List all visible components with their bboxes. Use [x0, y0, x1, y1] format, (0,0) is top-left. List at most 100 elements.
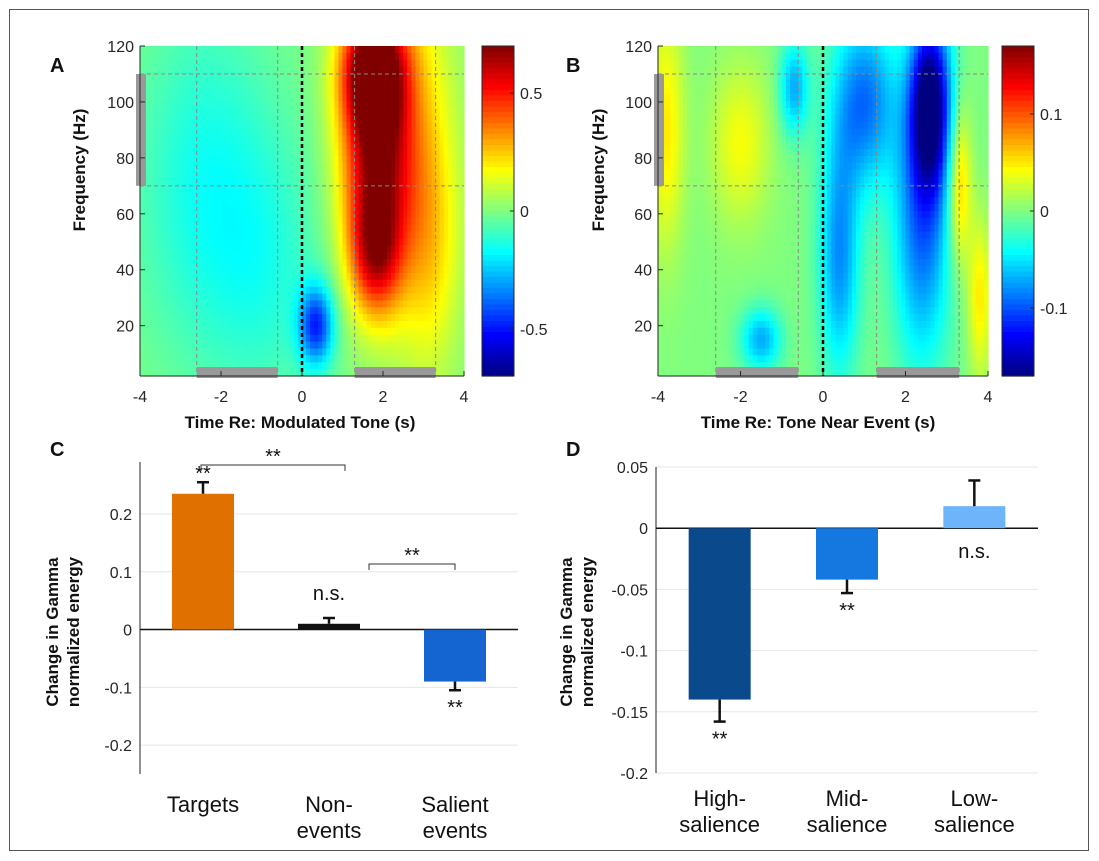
heatmap-a-cell	[196, 135, 202, 143]
heatmap-b-cell	[740, 66, 746, 75]
heatmap-a-cell	[415, 245, 421, 253]
heatmap-a-cell	[459, 217, 465, 226]
heatmap-a-cell	[419, 176, 425, 185]
heatmap-a-cell	[196, 80, 202, 88]
heatmap-a-cell	[140, 46, 145, 54]
heatmap-a-cell	[387, 162, 392, 171]
heatmap-b-cell	[662, 252, 667, 260]
heatmap-a-cell	[314, 252, 319, 260]
heatmap-a-cell	[273, 217, 279, 226]
heatmap-b-cell	[703, 121, 709, 130]
heatmap-a-cell	[261, 259, 267, 267]
heatmap-a-cell	[415, 334, 421, 343]
heatmap-a-cell	[297, 59, 303, 68]
heatmap-a-cell	[403, 252, 408, 260]
heatmap-a-cell	[451, 176, 457, 185]
heatmap-b-cell	[678, 52, 684, 61]
heatmap-b-cell	[732, 80, 737, 88]
heatmap-a-cell	[196, 162, 202, 171]
heatmap-a-cell	[281, 183, 287, 191]
heatmap-a-cell	[310, 355, 315, 363]
heatmap-a-cell	[383, 87, 388, 95]
heatmap-b-cell	[686, 169, 692, 178]
heatmap-a-cell	[144, 183, 149, 191]
heatmap-a-cell	[302, 279, 307, 288]
heatmap-a-cell	[176, 183, 182, 191]
heatmap-b-cell	[744, 266, 750, 274]
heatmap-a-cell	[289, 176, 295, 185]
heatmap-b-cell	[715, 52, 721, 61]
heatmap-a-cell	[443, 266, 449, 274]
heatmap-b-cell	[732, 169, 737, 178]
heatmap-b-cell	[662, 156, 667, 164]
heatmap-a-cell	[225, 238, 230, 246]
heatmap-a-cell	[152, 169, 157, 178]
heatmap-a-cell	[176, 307, 182, 315]
heatmap-a-cell	[293, 224, 299, 233]
heatmap-a-cell	[354, 59, 360, 68]
heatmap-a-cell	[415, 52, 421, 61]
heatmap-a-cell	[164, 252, 169, 260]
heatmap-a-cell	[314, 327, 319, 336]
heatmap-a-cell	[148, 334, 153, 343]
heatmap-a-cell	[395, 272, 400, 281]
heatmap-a-cell	[459, 121, 465, 130]
heatmap-a-cell	[455, 217, 461, 226]
heatmap-a-cell	[447, 334, 453, 343]
heatmap-a-cell	[241, 169, 246, 178]
heatmap-a-cell	[387, 327, 392, 336]
heatmap-a-cell	[395, 114, 400, 123]
heatmap-b-cell	[674, 204, 680, 212]
heatmap-a-cell	[302, 321, 307, 329]
heatmap-a-cell	[273, 135, 279, 143]
heatmap-a-cell	[362, 224, 368, 233]
heatmap-a-cell	[370, 197, 376, 205]
heatmap-a-cell	[407, 362, 412, 370]
heatmap-a-cell	[326, 327, 331, 336]
heatmap-a-cell	[204, 121, 210, 130]
heatmap-a-cell	[358, 238, 364, 246]
heatmap-b-cell	[724, 307, 729, 315]
heatmap-b-cell	[666, 293, 671, 301]
heatmap-a-cell	[196, 355, 202, 363]
heatmap-a-cell	[403, 272, 408, 281]
heatmap-a-cell	[366, 169, 372, 178]
heatmap-a-cell	[435, 197, 441, 205]
heatmap-b-cell	[678, 176, 684, 185]
heatmap-a-cell	[188, 121, 194, 130]
heatmap-a-cell	[322, 156, 327, 164]
heatmap-a-cell	[403, 94, 408, 102]
heatmap-a-cell	[370, 348, 376, 356]
heatmap-b-cell	[674, 149, 680, 157]
heatmap-a-cell	[306, 355, 311, 363]
heatmap-a-cell	[419, 286, 425, 295]
heatmap-a-cell	[297, 334, 303, 343]
heatmap-a-cell	[249, 279, 254, 288]
heatmap-a-cell	[443, 362, 449, 370]
heatmap-a-cell	[411, 293, 416, 301]
heatmap-a-cell	[184, 128, 190, 136]
heatmap-a-cell	[277, 94, 283, 102]
heatmap-a-cell	[297, 107, 303, 116]
heatmap-a-cell	[253, 190, 259, 198]
heatmap-a-cell	[285, 73, 291, 81]
heatmap-b-cell	[707, 362, 713, 370]
heatmap-a-cell	[216, 245, 222, 253]
heatmap-a-cell	[314, 94, 319, 102]
heatmap-a-cell	[435, 238, 441, 246]
heatmap-b-cell	[695, 107, 700, 116]
heatmap-a-cell	[383, 231, 388, 240]
heatmap-a-cell	[148, 286, 153, 295]
heatmap-a-cell	[245, 224, 250, 233]
heatmap-b-cell	[658, 279, 663, 288]
heatmap-a-cell	[451, 135, 457, 143]
heatmap-a-cell	[435, 266, 441, 274]
heatmap-b-cell	[728, 348, 733, 356]
heatmap-a-cell	[370, 362, 376, 370]
heatmap-a-cell	[366, 238, 372, 246]
heatmap-a-cell	[196, 231, 202, 240]
heatmap-b-cell	[740, 80, 746, 88]
heatmap-a-cell	[196, 183, 202, 191]
heatmap-a-cell	[212, 128, 218, 136]
heatmap-b-cell	[732, 259, 737, 267]
